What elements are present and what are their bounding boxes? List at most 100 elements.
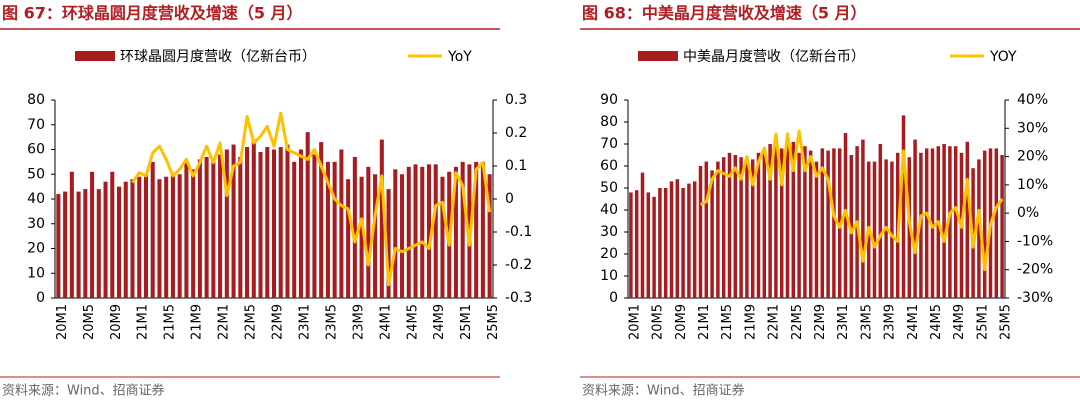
bar <box>965 141 970 298</box>
x-tick-label: 24M9 <box>952 304 967 340</box>
y-tick-label: 60 <box>600 158 618 174</box>
source: 资料来源：Wind、招商证券 <box>2 383 165 399</box>
bar <box>298 149 303 298</box>
bar <box>634 190 639 298</box>
legend-label: 环球晶圆月度营收（亿新台币） <box>120 49 316 65</box>
bar <box>184 161 189 298</box>
bar <box>953 146 958 298</box>
bar <box>779 148 784 298</box>
y-tick-label: 40 <box>600 202 618 218</box>
bar <box>687 183 691 298</box>
bar <box>426 164 432 298</box>
bar <box>271 149 277 298</box>
x-tick-label: 22M5 <box>244 304 259 340</box>
y2-tick-label: 40% <box>1017 92 1048 108</box>
x-tick-label: 25M5 <box>999 304 1014 340</box>
bar <box>413 164 418 298</box>
bar <box>211 161 216 298</box>
bar <box>137 176 142 298</box>
x-tick-label: 22M1 <box>767 304 782 340</box>
y-tick-label: 0 <box>36 290 45 306</box>
bar <box>704 161 709 298</box>
bar <box>90 171 95 298</box>
bar <box>977 159 981 298</box>
y2-tick-label: 0.1 <box>505 158 527 174</box>
bar <box>258 151 263 298</box>
bar <box>640 172 645 298</box>
x-tick-label: 20M9 <box>109 304 124 340</box>
y-tick-label: 40 <box>27 191 45 207</box>
bar <box>400 174 405 298</box>
y2-tick-label: 20% <box>1017 149 1048 165</box>
bar <box>762 148 767 298</box>
bar <box>346 179 351 298</box>
y-tick-label: 90 <box>600 92 618 108</box>
bar <box>393 169 398 298</box>
y-tick-label: 30 <box>27 216 45 232</box>
bar <box>170 174 175 298</box>
y-tick-label: 50 <box>27 166 45 182</box>
bar <box>930 148 935 298</box>
bar <box>433 164 438 298</box>
bar <box>191 169 196 298</box>
bar <box>197 159 202 298</box>
x-tick-label: 21M5 <box>720 304 735 340</box>
bar <box>406 166 411 298</box>
bar <box>76 191 81 298</box>
bar <box>681 188 685 298</box>
x-tick-label: 22M5 <box>790 304 805 340</box>
bar <box>204 156 209 298</box>
y-tick-label: 20 <box>27 241 45 257</box>
bar <box>716 161 720 298</box>
bar <box>721 157 726 298</box>
bar <box>386 189 391 298</box>
line <box>131 111 492 287</box>
bar <box>440 176 445 298</box>
x-tick-label: 20M5 <box>651 304 666 340</box>
y2-tick-label: 30% <box>1017 120 1048 136</box>
bar <box>110 171 115 298</box>
bar <box>739 157 743 298</box>
bar <box>878 144 883 298</box>
y-tick-label: 10 <box>600 268 618 284</box>
bar <box>251 139 256 298</box>
x-tick-label: 24M5 <box>929 304 944 340</box>
bar <box>768 144 772 298</box>
x-tick-label: 23M1 <box>297 304 312 340</box>
bar <box>774 137 778 298</box>
bar <box>352 156 357 298</box>
legend-label: YOY <box>989 49 1017 65</box>
bar <box>130 179 135 298</box>
x-tick-label: 21M1 <box>136 304 151 340</box>
x-tick-label: 23M9 <box>351 304 366 340</box>
x-tick-label: 23M1 <box>836 304 851 340</box>
bar <box>373 174 378 298</box>
bar <box>96 189 101 298</box>
bar <box>63 191 68 298</box>
bar <box>69 171 74 298</box>
y2-tick-label: -0.2 <box>505 257 532 273</box>
bar <box>265 147 270 298</box>
bar <box>924 148 929 298</box>
y-tick-label: 80 <box>600 114 618 130</box>
y2-tick-label: -0.3 <box>505 290 532 306</box>
bar <box>629 192 633 298</box>
bar <box>826 150 830 298</box>
bar <box>245 147 250 298</box>
bar <box>901 115 906 299</box>
bar <box>692 181 697 298</box>
bar <box>325 161 330 298</box>
bar <box>832 148 836 298</box>
legend-label: YoY <box>447 49 472 65</box>
bar <box>480 161 485 298</box>
bar <box>733 155 738 298</box>
legend-swatch <box>75 51 115 61</box>
bar <box>218 154 223 298</box>
y-tick-label: 80 <box>27 92 45 108</box>
bar <box>652 196 656 298</box>
bar <box>238 156 243 298</box>
x-tick-label: 22M9 <box>271 304 286 340</box>
bar <box>861 139 865 298</box>
bar <box>224 149 229 298</box>
